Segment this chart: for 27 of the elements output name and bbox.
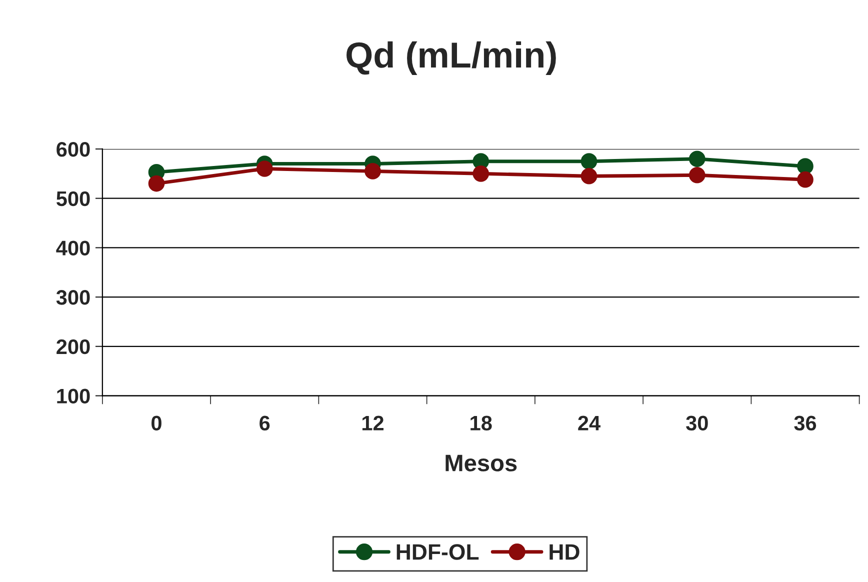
point <box>797 171 814 188</box>
x-tick-label: 12 <box>362 416 384 430</box>
x-tick-label: 6 <box>260 416 270 431</box>
y-tick-label: 500 <box>56 191 90 206</box>
y-tick-label: 100 <box>57 388 90 404</box>
point <box>148 175 165 192</box>
chart-title: Qd (mL/min) <box>346 41 556 76</box>
point <box>580 168 598 184</box>
point <box>256 160 273 177</box>
y-tick-label: 400 <box>56 240 90 256</box>
point <box>580 153 598 170</box>
x-tick-label: 18 <box>470 416 492 431</box>
y-tick-label: 200 <box>56 339 90 354</box>
x-tick-label: 0 <box>152 416 162 431</box>
point <box>688 150 706 168</box>
x-tick-label: 30 <box>686 416 708 431</box>
legend-label: HDF-OL <box>396 544 479 560</box>
x-tick-label: 36 <box>794 416 816 431</box>
point <box>364 163 381 180</box>
point <box>472 166 490 182</box>
x-axis-title: Mesos <box>446 454 517 472</box>
x-tick-label: 24 <box>578 416 600 430</box>
y-tick-label: 600 <box>56 142 90 157</box>
point <box>797 158 814 174</box>
y-tick-label: 300 <box>56 290 90 305</box>
point <box>688 166 706 184</box>
legend-label: HD <box>550 544 580 560</box>
